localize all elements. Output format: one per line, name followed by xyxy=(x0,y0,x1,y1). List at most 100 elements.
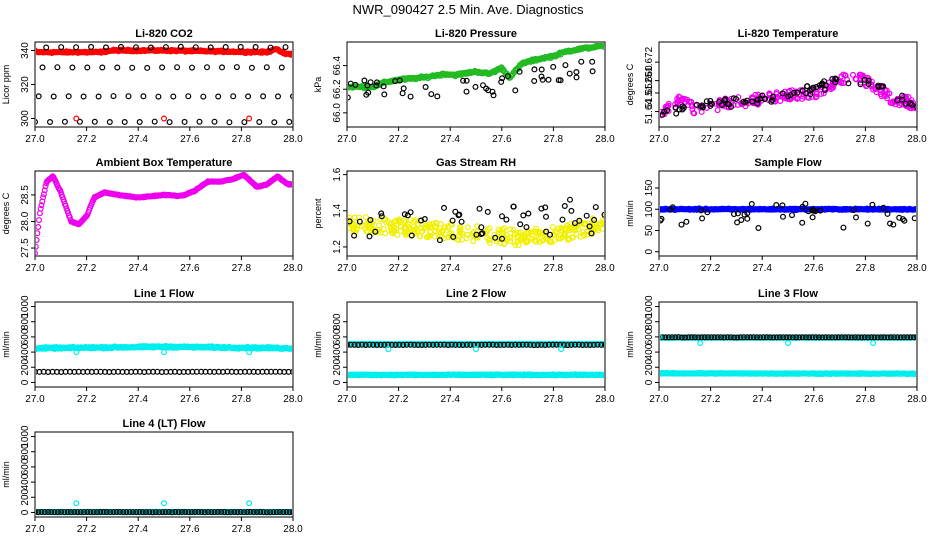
data-point xyxy=(682,334,689,341)
data-point xyxy=(499,230,506,237)
data-point xyxy=(562,230,569,237)
data-point xyxy=(793,334,800,341)
data-point xyxy=(196,118,203,125)
data-point xyxy=(747,334,754,341)
y-tick-label: 800 xyxy=(332,313,343,330)
data-point xyxy=(95,93,102,100)
data-point xyxy=(779,93,786,100)
data-point xyxy=(525,210,532,217)
data-point xyxy=(463,77,470,84)
data-point xyxy=(73,349,80,356)
data-point xyxy=(411,341,418,348)
data-point xyxy=(589,68,596,75)
data-point xyxy=(103,509,110,516)
data-point xyxy=(40,191,47,198)
data-point xyxy=(763,334,770,341)
data-point xyxy=(211,509,218,516)
data-point xyxy=(724,101,731,108)
data-point xyxy=(878,334,885,341)
data-point xyxy=(517,221,524,228)
x-tick-label: 27.8 xyxy=(856,394,876,405)
data-point xyxy=(675,334,682,341)
data-point xyxy=(388,341,395,348)
data-point xyxy=(486,239,493,246)
data-point xyxy=(43,44,50,51)
y-tick-label: 400 xyxy=(20,473,31,490)
data-point xyxy=(731,334,738,341)
data-point xyxy=(744,215,751,222)
y-tick-label: 28.5 xyxy=(20,185,31,205)
data-point xyxy=(583,212,590,219)
data-point xyxy=(408,232,415,239)
data-point xyxy=(914,334,916,341)
data-point xyxy=(36,93,42,100)
data-point xyxy=(568,341,575,348)
data-point xyxy=(913,104,916,110)
data-point xyxy=(278,64,285,71)
data-point xyxy=(884,334,891,341)
data-point xyxy=(415,342,422,349)
y-tick-label: 0 xyxy=(20,509,31,515)
y-tick-label: 1.2 xyxy=(332,240,343,254)
data-point xyxy=(476,205,483,212)
y-axis-label: ml/min xyxy=(1,461,11,488)
data-point xyxy=(829,334,836,341)
data-point xyxy=(676,94,683,101)
data-point xyxy=(51,509,58,516)
x-tick-label: 27.8 xyxy=(544,394,564,405)
x-tick-label: 28.0 xyxy=(283,263,303,274)
data-point xyxy=(376,222,383,229)
data-point xyxy=(678,221,685,228)
data-point xyxy=(886,220,893,227)
data-point xyxy=(80,93,87,100)
data-point xyxy=(899,92,906,99)
series-black xyxy=(348,58,596,101)
data-point xyxy=(511,239,518,246)
data-point xyxy=(568,207,575,214)
y-tick-label: 0 xyxy=(332,379,343,385)
data-point xyxy=(363,91,370,98)
data-point xyxy=(557,77,564,84)
data-point xyxy=(749,98,756,105)
data-point xyxy=(407,93,414,100)
data-point xyxy=(498,78,505,85)
data-point xyxy=(566,196,573,203)
y-tick-label: 800 xyxy=(644,313,655,330)
data-point xyxy=(348,80,354,87)
data-point xyxy=(441,341,448,348)
y-axis-label: ml/min xyxy=(1,331,11,358)
data-point xyxy=(398,223,405,230)
plot-area xyxy=(348,43,604,101)
data-point xyxy=(69,64,76,71)
data-point xyxy=(733,95,740,102)
data-point xyxy=(162,44,169,51)
data-point xyxy=(484,208,491,215)
data-point xyxy=(523,224,530,231)
data-point xyxy=(807,91,814,98)
data-point xyxy=(583,341,590,348)
plot-area xyxy=(36,500,292,516)
data-point xyxy=(887,334,894,341)
data-point xyxy=(779,202,786,209)
data-point xyxy=(870,340,877,347)
data-point xyxy=(361,77,368,84)
data-point xyxy=(565,224,572,231)
data-point xyxy=(530,342,537,349)
data-point xyxy=(385,346,392,353)
data-point xyxy=(40,194,47,201)
data-point xyxy=(734,334,741,341)
data-point xyxy=(507,234,514,241)
data-point xyxy=(146,509,153,516)
y-tick-label: 150 xyxy=(644,179,655,196)
data-point xyxy=(61,118,68,125)
data-point xyxy=(166,119,173,126)
data-point xyxy=(780,334,787,341)
data-point xyxy=(718,101,725,108)
data-point xyxy=(501,341,508,348)
data-point xyxy=(464,224,471,231)
data-point xyxy=(169,509,176,516)
data-point xyxy=(452,208,459,215)
